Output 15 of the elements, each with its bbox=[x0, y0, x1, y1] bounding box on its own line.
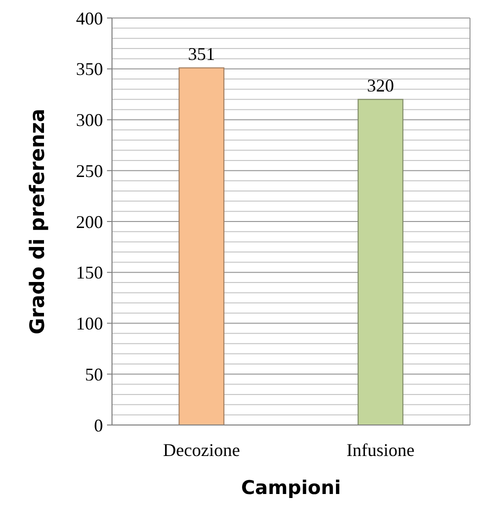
y-tick-label: 300 bbox=[76, 110, 103, 130]
x-tick-label: Decozione bbox=[163, 440, 240, 460]
y-tick-label: 250 bbox=[76, 160, 103, 181]
x-tick-label: Infusione bbox=[346, 440, 414, 460]
y-tick-label: 350 bbox=[76, 59, 103, 80]
y-tick-label: 200 bbox=[76, 212, 103, 232]
y-tick-label: 50 bbox=[85, 364, 103, 384]
data-label: 320 bbox=[367, 75, 394, 96]
x-axis-title: Campioni bbox=[241, 477, 341, 499]
data-label: 351 bbox=[188, 44, 215, 64]
y-axis-title: Grado di preferenza bbox=[25, 108, 49, 334]
y-tick-label: 0 bbox=[94, 415, 103, 436]
y-tick-label: 100 bbox=[76, 314, 103, 334]
y-tick-label: 400 bbox=[76, 8, 103, 28]
y-tick-label: 150 bbox=[76, 262, 103, 283]
